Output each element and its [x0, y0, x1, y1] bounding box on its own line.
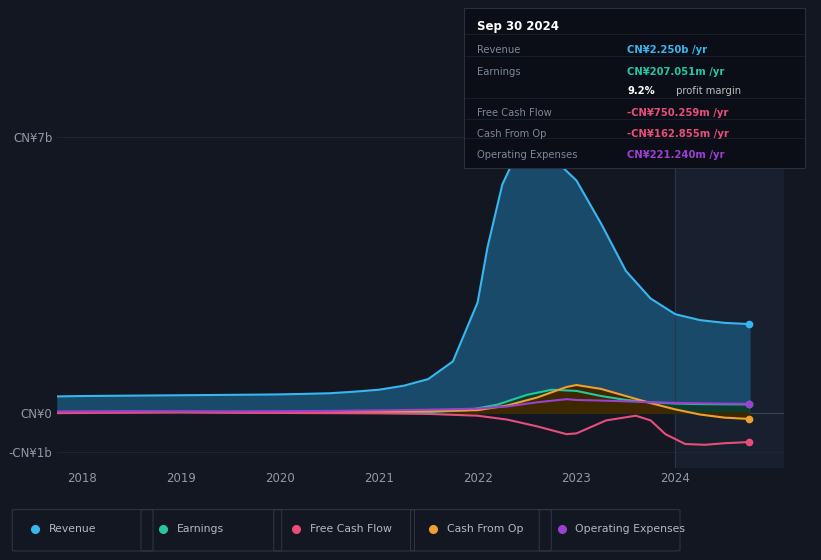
Text: Free Cash Flow: Free Cash Flow: [478, 108, 553, 118]
Text: profit margin: profit margin: [673, 86, 741, 96]
Text: CN¥2.250b /yr: CN¥2.250b /yr: [627, 45, 708, 55]
Text: Free Cash Flow: Free Cash Flow: [310, 524, 392, 534]
Text: CN¥207.051m /yr: CN¥207.051m /yr: [627, 67, 725, 77]
Text: -CN¥750.259m /yr: -CN¥750.259m /yr: [627, 108, 729, 118]
Text: Operating Expenses: Operating Expenses: [576, 524, 686, 534]
Text: -CN¥162.855m /yr: -CN¥162.855m /yr: [627, 129, 729, 139]
Text: Cash From Op: Cash From Op: [478, 129, 547, 139]
Text: Earnings: Earnings: [478, 67, 521, 77]
Text: Revenue: Revenue: [478, 45, 521, 55]
Text: 9.2%: 9.2%: [627, 86, 655, 96]
Text: Cash From Op: Cash From Op: [447, 524, 523, 534]
Text: CN¥221.240m /yr: CN¥221.240m /yr: [627, 150, 725, 160]
Text: Sep 30 2024: Sep 30 2024: [478, 20, 559, 32]
Bar: [676, 118, 794, 468]
Text: Earnings: Earnings: [177, 524, 224, 534]
Text: Revenue: Revenue: [48, 524, 96, 534]
Text: Operating Expenses: Operating Expenses: [478, 150, 578, 160]
